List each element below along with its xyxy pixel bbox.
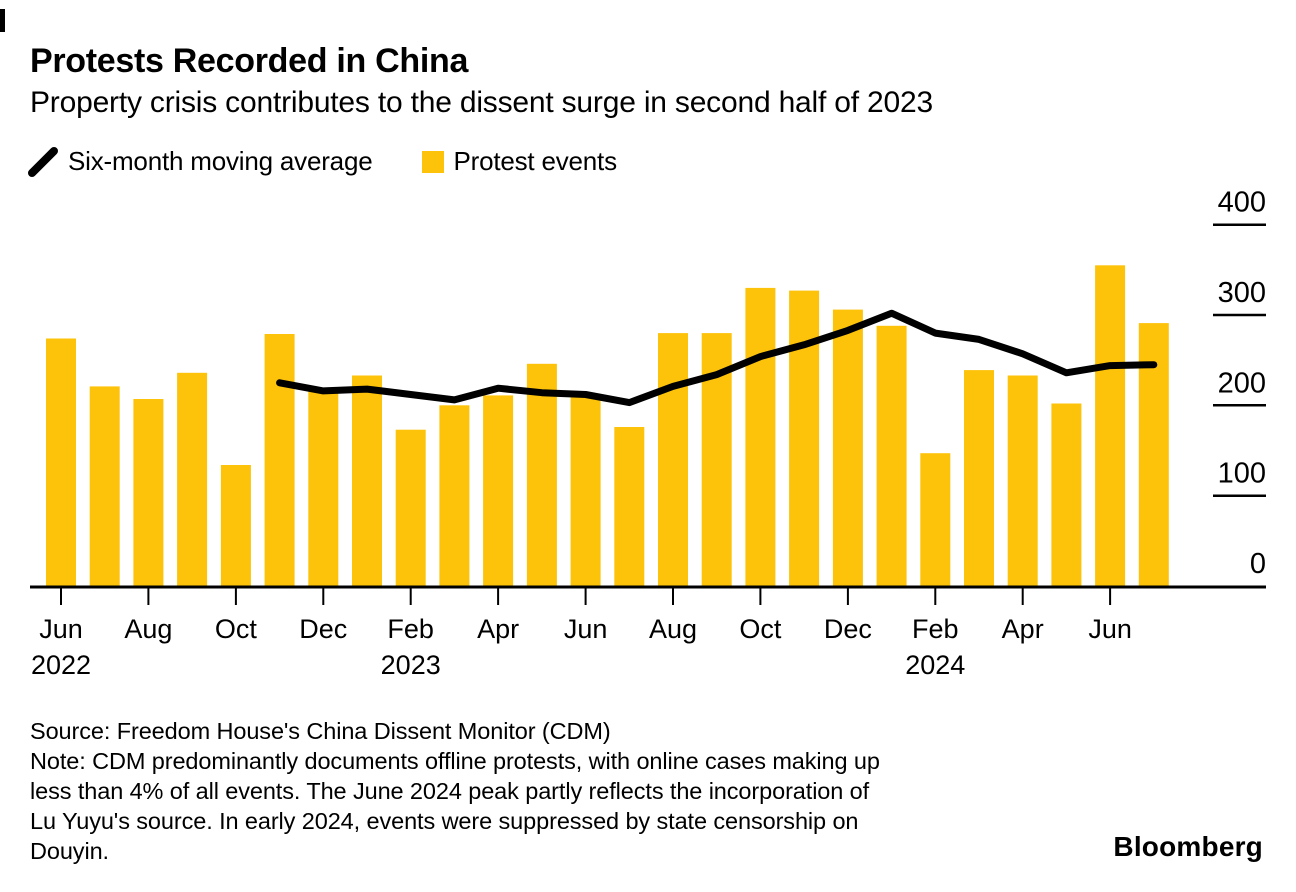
x-tick-label: Dec: [299, 614, 347, 644]
bar-feb-2023: [395, 429, 426, 586]
bar-apr-2023: [483, 395, 514, 586]
x-tick-year-label: 2023: [381, 650, 441, 680]
bar-dec-2022: [308, 388, 339, 586]
bloomberg-logo: Bloomberg: [1113, 831, 1263, 862]
bar-jan-2023: [352, 375, 382, 586]
legend-item-protest-events: Protest events: [422, 146, 617, 177]
chart-title: Protests Recorded in China: [30, 42, 469, 80]
protests-bar-chart: 0 100 200 300 400 Jun 2022 Aug Oct Dec Feb 2023 Apr J…: [30, 187, 1266, 680]
bar-jun-2022: [46, 338, 76, 586]
bar-jun-2024: [1095, 265, 1126, 586]
note-line: less than 4% of all events. The June 202…: [30, 778, 870, 804]
corner-mark: [0, 9, 5, 32]
y-tick-label-100: 100: [1218, 458, 1266, 490]
x-tick-year-label: 2022: [31, 650, 91, 680]
bar-oct-2023: [745, 287, 776, 586]
y-tick-label-300: 300: [1218, 277, 1266, 309]
x-tick-label: Jun: [1088, 614, 1132, 644]
bar-nov-2022: [264, 334, 295, 586]
note-line: Note: CDM predominantly documents offlin…: [30, 748, 880, 774]
bar-oct-2022: [220, 465, 251, 586]
x-tick-label: Apr: [477, 614, 519, 644]
bar-jul-2022: [89, 386, 120, 586]
chart-subtitle: Property crisis contributes to the disse…: [30, 86, 933, 119]
bar-dec-2023: [832, 309, 863, 586]
moving-average-line: [276, 309, 1158, 407]
y-tick-label-200: 200: [1218, 367, 1266, 399]
bar-may-2024: [1051, 403, 1082, 586]
chart-footnote: Source: Freedom House's China Dissent Mo…: [30, 716, 880, 866]
x-tick-label: Aug: [124, 614, 172, 644]
y-tick-label-0: 0: [1250, 548, 1266, 580]
note-line: Lu Yuyu's source. In early 2024, events …: [30, 808, 859, 834]
bar-mar-2023: [439, 405, 470, 586]
legend-label-moving-average: Six-month moving average: [68, 146, 373, 176]
x-tick-label: Oct: [215, 614, 258, 644]
bar-mar-2024: [964, 370, 994, 586]
x-tick-year-label: 2024: [905, 650, 965, 680]
x-tick-label: Feb: [387, 614, 434, 644]
bar-nov-2023: [789, 290, 820, 586]
source-line: Source: Freedom House's China Dissent Mo…: [30, 718, 611, 744]
x-tick-label: Oct: [739, 614, 782, 644]
bar-jul-2023: [614, 427, 645, 586]
bar-sep-2022: [177, 372, 208, 586]
legend: Six-month moving average Protest events: [27, 146, 617, 177]
bar-feb-2024: [920, 453, 951, 586]
legend-label-protest-events: Protest events: [453, 146, 617, 176]
bar-jun-2023: [570, 395, 601, 586]
line-series-icon: [28, 146, 58, 177]
y-tick-label-400: 400: [1218, 187, 1266, 219]
bar-series-swatch-icon: [422, 150, 445, 173]
legend-item-moving-average: Six-month moving average: [27, 146, 373, 177]
x-tick-label: Jun: [39, 614, 83, 644]
x-tick-label: Dec: [824, 614, 872, 644]
bar-jan-2024: [876, 325, 907, 586]
x-tick-label: Apr: [1002, 614, 1044, 644]
x-tick-label: Jun: [564, 614, 608, 644]
bar-aug-2023: [658, 333, 688, 586]
x-tick-label: Feb: [912, 614, 959, 644]
bar-aug-2022: [133, 399, 164, 586]
bar-may-2023: [526, 363, 557, 586]
note-line: Douyin.: [30, 838, 109, 864]
x-tick-label: Aug: [649, 614, 697, 644]
bar-apr-2024: [1007, 375, 1038, 586]
